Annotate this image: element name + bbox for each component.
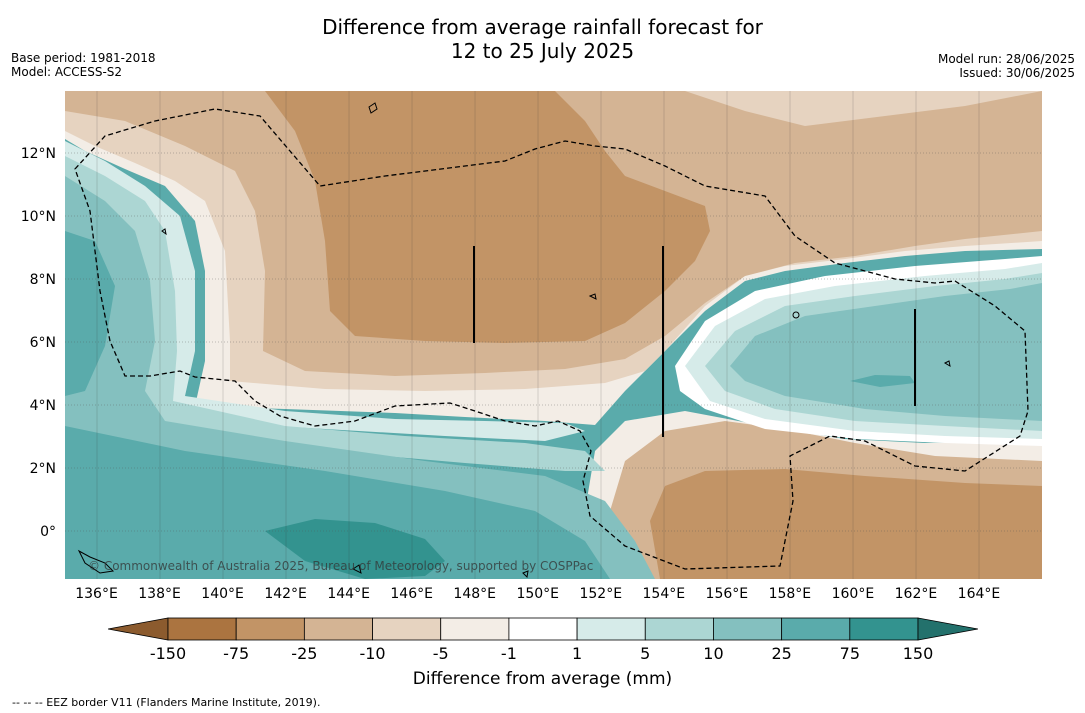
map-title-line1: Difference from average rainfall forecas… (322, 15, 763, 39)
colorbar-segment (576, 617, 646, 641)
longitude-tick-label: 162°E (894, 586, 938, 602)
colorbar-tick-label: -75 (223, 644, 250, 663)
colorbar-segment (440, 617, 510, 641)
colorbar-label: Difference from average (mm) (412, 669, 673, 689)
longitude-tick-label: 136°E (75, 586, 118, 602)
contour-band-wet-west-4 (65, 231, 115, 396)
island-outlines (77, 102, 951, 579)
contour-band-wet-west-6 (265, 519, 445, 579)
map-title-line2: 12 to 25 July 2025 (450, 39, 635, 63)
colorbar-tick-label: -25 (291, 644, 318, 663)
latitude-tick-label: 12°N (20, 145, 56, 162)
map-canvas (65, 91, 1042, 579)
map-meridians (96, 91, 980, 579)
colorbar-tick-label: 5 (640, 644, 651, 663)
colorbar-tick-label: -10 (359, 644, 386, 663)
eez-footer-note: -- -- -- EEZ border V11 (Flanders Marine… (12, 696, 321, 709)
colorbar-segment (644, 617, 714, 641)
longitude-tick-label: 164°E (957, 586, 1001, 602)
longitude-tick-label: 150°E (516, 586, 560, 602)
colorbar-tick-label: 75 (839, 644, 860, 663)
colorbar-extend-high (917, 617, 978, 641)
longitude-tick-label: 152°E (579, 586, 623, 602)
contour-band-wet-west-5 (65, 426, 610, 579)
eez-border-line (74, 108, 1029, 570)
longitude-tick-label: 160°E (831, 586, 875, 602)
colorbar-tick-label: 10 (703, 644, 724, 663)
issued-text: Issued: 30/06/2025 (959, 66, 1075, 80)
colorbar-tick-label: 150 (902, 644, 934, 663)
longitude-tick-label: 140°E (201, 586, 244, 602)
contour-band-wet-west-2 (65, 156, 605, 471)
model-run-text: Model run: 28/06/2025 (937, 52, 1075, 66)
longitude-tick-label: 142°E (264, 586, 307, 602)
latitude-tick-label: 6°N (29, 334, 56, 351)
colorbar-segment (849, 617, 919, 641)
model-text: Model: ACCESS-S2 (11, 65, 123, 79)
colorbar-tick-label: 1 (571, 644, 583, 663)
rainfall-anomaly-map (65, 91, 1042, 579)
longitude-tick-label: 144°E (327, 586, 370, 602)
colorbar-tick-label: -150 (149, 644, 187, 663)
copyright-notice: © Commonwealth of Australia 2025, Bureau… (88, 559, 594, 573)
contour-band-wet-east-4 (850, 375, 915, 387)
longitude-tick-label: 148°E (453, 586, 496, 602)
colorbar-segment (167, 617, 237, 641)
colorbar-segment (372, 617, 442, 641)
latitude-tick-label: 10°N (20, 208, 56, 225)
latitude-tick-label: 2°N (29, 460, 56, 477)
contour-band-wet-east-3 (730, 283, 1042, 421)
longitude-tick-label: 138°E (138, 586, 181, 602)
colorbar-segment (235, 617, 305, 641)
base-period-text: Base period: 1981-2018 (11, 51, 156, 65)
colorbar-segment (303, 617, 373, 641)
longitude-tick-label: 158°E (768, 586, 812, 602)
colorbar-segment (713, 617, 783, 641)
colorbar-segment (508, 617, 578, 641)
map-gridlines (65, 152, 1042, 532)
colorbar-segment (781, 617, 851, 641)
colorbar-tick-label: -5 (432, 644, 449, 663)
longitude-tick-label: 154°E (642, 586, 686, 602)
colorbar-tick-label: -1 (500, 644, 517, 663)
colorbar (108, 617, 978, 641)
latitude-tick-label: 4°N (29, 397, 56, 414)
longitude-tick-label: 146°E (390, 586, 433, 602)
contour-band-dry-4 (265, 91, 710, 343)
colorbar-tick-label: 25 (771, 644, 792, 663)
longitude-tick-label: 156°E (705, 586, 749, 602)
contour-band-dry-south-3 (650, 469, 1042, 579)
colorbar-extend-low (108, 617, 169, 641)
contour-band-dry-5 (685, 91, 1042, 126)
latitude-tick-label: 0° (40, 523, 56, 540)
latitude-tick-label: 8°N (29, 271, 56, 288)
